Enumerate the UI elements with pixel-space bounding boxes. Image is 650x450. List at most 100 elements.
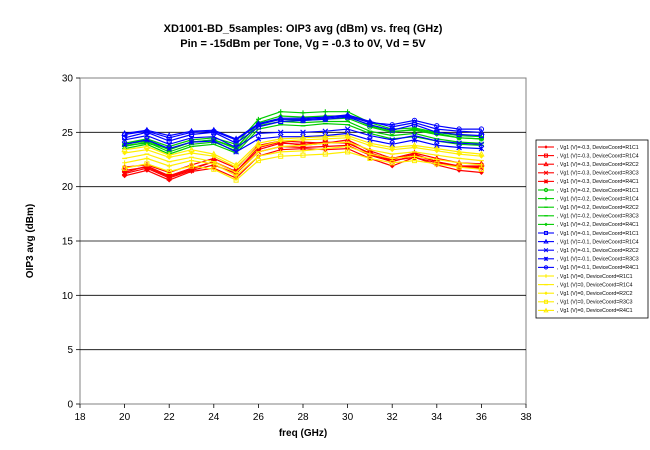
data-point xyxy=(210,150,218,157)
chart-title-line-2: Pin = -15dBm per Tone, Vg = -0.3 to 0V, … xyxy=(180,38,426,50)
data-point xyxy=(434,157,440,162)
data-point xyxy=(543,153,549,158)
data-point xyxy=(344,132,351,139)
data-point xyxy=(543,161,549,167)
data-point xyxy=(255,122,262,128)
data-point xyxy=(122,165,128,171)
data-point xyxy=(144,156,150,161)
data-point xyxy=(188,129,195,135)
x-axis-ticks: 18 20 22 24 26 28 30 32 34 36 38 xyxy=(74,404,532,423)
data-point xyxy=(255,158,261,164)
data-point xyxy=(344,113,351,119)
data-point xyxy=(433,145,441,152)
data-point xyxy=(543,256,549,261)
data-point xyxy=(544,291,548,295)
data-point xyxy=(543,238,549,244)
data-point xyxy=(344,126,351,132)
legend-entry: , Vg1 (V)=-0.2, DeviceCoord=R2C2 xyxy=(538,205,639,211)
data-point xyxy=(543,170,549,175)
data-point xyxy=(144,137,150,143)
data-point xyxy=(543,230,549,236)
data-point xyxy=(367,119,373,126)
data-point xyxy=(256,153,261,159)
data-point xyxy=(388,144,396,150)
x-tick-label: 34 xyxy=(431,412,443,423)
legend-entry: , Vg1 (V)=-0.3, DeviceCoord=R1C4 xyxy=(538,153,639,159)
legend-box xyxy=(535,139,649,319)
data-point xyxy=(434,138,440,144)
data-point xyxy=(478,126,485,132)
data-point xyxy=(122,160,127,166)
data-point xyxy=(322,151,328,157)
legend-entry: , Vg1 (V)=0, DeviceCoord=R2C2 xyxy=(538,291,633,297)
data-point xyxy=(366,139,374,146)
data-point xyxy=(166,145,172,152)
data-point xyxy=(478,128,485,135)
data-point xyxy=(211,133,217,140)
data-point xyxy=(478,150,485,157)
legend-label: , Vg1 (V)=-0.3, DeviceCoord=R2C2 xyxy=(557,162,639,168)
y-tick-label: 25 xyxy=(62,128,74,139)
data-point xyxy=(166,168,172,174)
data-point xyxy=(543,187,549,193)
y-tick-label: 5 xyxy=(67,345,73,356)
data-point xyxy=(278,109,284,115)
data-point xyxy=(121,163,128,170)
data-point xyxy=(456,140,462,146)
data-point xyxy=(478,145,485,152)
legend-entry: , Vg1 (V)=-0.2, DeviceCoord=R4C1 xyxy=(538,222,639,228)
data-point xyxy=(121,146,128,153)
data-point xyxy=(166,163,172,169)
legend-label: , Vg1 (V)=0, DeviceCoord=R1C1 xyxy=(557,274,633,280)
data-point xyxy=(144,128,150,134)
data-point xyxy=(166,173,172,179)
legend-label: , Vg1 (V)=0, DeviceCoord=R2C2 xyxy=(557,291,633,297)
data-point xyxy=(277,135,284,142)
data-point xyxy=(211,128,217,134)
x-axis-title: freq (GHz) xyxy=(279,428,327,439)
x-tick-label: 28 xyxy=(297,412,309,423)
x-tick-label: 30 xyxy=(342,412,354,423)
data-point xyxy=(144,161,150,167)
series-19 xyxy=(122,149,484,183)
legend-label: , Vg1 (V)=-0.3, DeviceCoord=R3C3 xyxy=(557,171,639,177)
data-point xyxy=(165,151,173,158)
data-point xyxy=(255,139,262,146)
legend-entry: , Vg1 (V)=-0.1, DeviceCoord=R4C1 xyxy=(538,265,639,271)
data-point xyxy=(478,166,484,172)
series-line xyxy=(124,114,482,140)
data-point xyxy=(411,137,418,143)
x-tick-label: 20 xyxy=(119,412,131,423)
legend-label: , Vg1 (V)=-0.3, DeviceCoord=R4C1 xyxy=(557,179,639,185)
legend-label: , Vg1 (V)=-0.2, DeviceCoord=R3C3 xyxy=(557,214,639,220)
legend-entry: , Vg1 (V)=-0.1, DeviceCoord=R1C4 xyxy=(538,238,639,245)
data-point xyxy=(233,149,239,155)
data-point xyxy=(143,143,151,149)
series-20 xyxy=(121,132,485,168)
data-point xyxy=(144,167,150,173)
data-point xyxy=(389,137,395,143)
legend-label: , Vg1 (V)=-0.2, DeviceCoord=R1C4 xyxy=(557,196,639,202)
series-line xyxy=(124,134,482,166)
data-point xyxy=(479,162,484,168)
data-point xyxy=(278,153,284,159)
series-line xyxy=(124,115,482,141)
data-point xyxy=(478,141,485,148)
data-point xyxy=(322,109,328,115)
legend-label: , Vg1 (V)=-0.1, DeviceCoord=R4C1 xyxy=(557,265,639,271)
data-point xyxy=(322,115,328,121)
legend-label: , Vg1 (V)=-0.1, DeviceCoord=R1C4 xyxy=(557,239,639,245)
data-point xyxy=(456,126,462,132)
data-point xyxy=(544,196,548,201)
data-point xyxy=(277,129,284,136)
data-point xyxy=(166,135,172,141)
data-point xyxy=(300,148,306,154)
data-point xyxy=(300,152,306,158)
data-point xyxy=(345,149,351,155)
x-tick-label: 24 xyxy=(208,412,220,423)
legend-entry: , Vg1 (V)=0, DeviceCoord=R4C1 xyxy=(538,307,633,314)
data-point xyxy=(478,133,484,139)
data-point xyxy=(122,150,127,156)
data-point xyxy=(278,149,284,155)
